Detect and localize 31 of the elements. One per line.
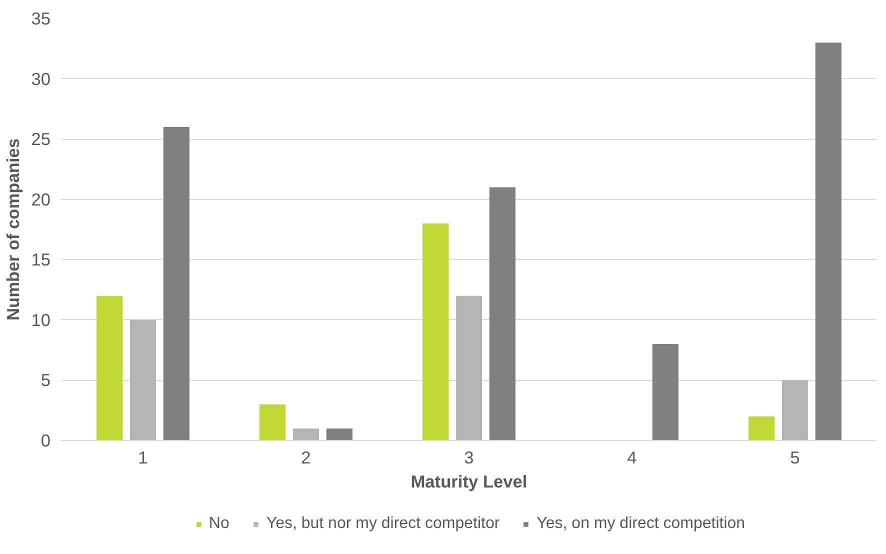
bar: [815, 42, 842, 440]
bar: [782, 380, 808, 440]
y-tick-label: 20: [31, 189, 51, 210]
y-tick-label: 10: [31, 310, 51, 330]
bar: [260, 404, 286, 440]
legend-label: No: [208, 515, 230, 533]
bar: [130, 320, 156, 440]
bar: [96, 296, 123, 440]
x-tick-label: 3: [464, 448, 474, 468]
y-tick-label: 15: [31, 250, 51, 270]
x-tick-label: 5: [790, 448, 800, 468]
y-tick-label: 0: [40, 430, 51, 450]
y-tick-label: 30: [31, 68, 51, 89]
y-tick-label: 5: [40, 370, 51, 390]
bar: [292, 428, 320, 440]
bar: [326, 428, 352, 440]
x-tick-label: 4: [627, 448, 638, 468]
legend-label: Yes, but nor my direct competitor: [266, 515, 500, 533]
bar: [748, 416, 775, 440]
y-tick-label: 25: [31, 129, 51, 150]
bar: [456, 296, 482, 440]
x-axis-title: Maturity Level: [410, 472, 528, 492]
legend-label: Yes, on my direct competition: [536, 515, 746, 533]
x-tick-label: 2: [301, 448, 311, 468]
bar: [489, 187, 516, 440]
bar: [422, 223, 449, 440]
y-axis-title: Number of companies: [3, 138, 24, 320]
y-tick-label: 35: [31, 8, 51, 28]
x-tick-label: 1: [138, 448, 148, 468]
bar: [652, 344, 678, 440]
bar: [163, 127, 190, 440]
